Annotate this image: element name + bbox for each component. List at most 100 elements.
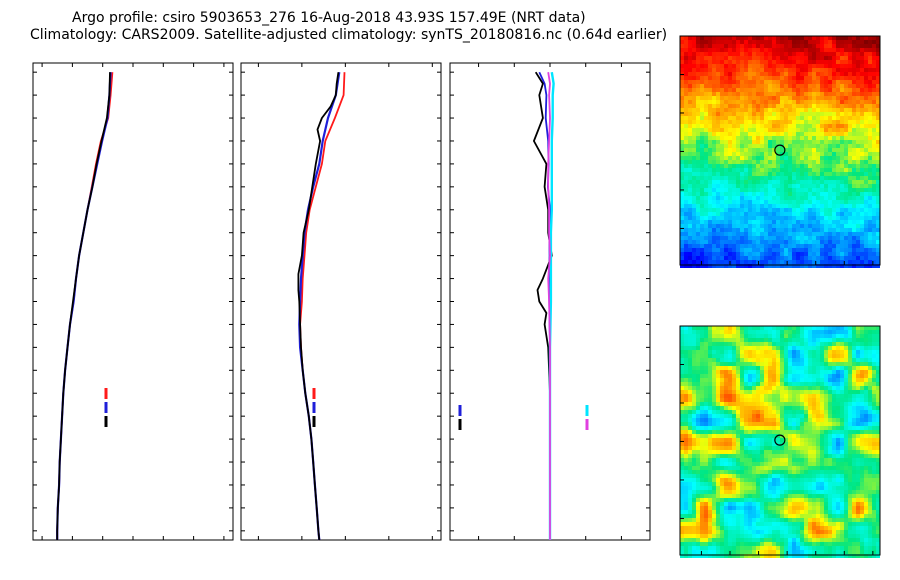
map-cell: [704, 124, 708, 128]
map-cell: [700, 410, 704, 414]
map-cell: [848, 116, 852, 120]
map-cell: [828, 370, 832, 374]
map-cell: [732, 232, 736, 236]
map-cell: [700, 260, 704, 264]
map-cell: [812, 398, 816, 402]
map-cell: [784, 152, 788, 156]
map-cell: [724, 164, 728, 168]
map-cell: [856, 152, 860, 156]
map-cell: [792, 362, 796, 366]
map-cell: [832, 398, 836, 402]
map-cell: [736, 334, 740, 338]
map-cell: [768, 330, 772, 334]
map-cell: [836, 48, 840, 52]
map-cell: [868, 450, 872, 454]
map-cell: [784, 40, 788, 44]
map-cell: [708, 120, 712, 124]
map-cell: [808, 72, 812, 76]
map-cell: [836, 168, 840, 172]
map-cell: [824, 212, 828, 216]
map-cell: [740, 52, 744, 56]
map-cell: [808, 104, 812, 108]
map-cell: [680, 458, 684, 462]
map-cell: [856, 374, 860, 378]
map-cell: [784, 136, 788, 140]
map-cell: [716, 92, 720, 96]
map-cell: [740, 450, 744, 454]
map-cell: [700, 80, 704, 84]
map-cell: [788, 112, 792, 116]
map-cell: [700, 402, 704, 406]
map-cell: [852, 374, 856, 378]
map-cell: [724, 108, 728, 112]
map-cell: [708, 240, 712, 244]
map-cell: [724, 358, 728, 362]
map-cell: [852, 148, 856, 152]
map-cell: [692, 100, 696, 104]
map-cell: [752, 156, 756, 160]
map-cell: [784, 220, 788, 224]
map-cell: [856, 88, 860, 92]
map-cell: [792, 374, 796, 378]
map-cell: [816, 108, 820, 112]
map-cell: [808, 224, 812, 228]
map-cell: [760, 446, 764, 450]
map-cell: [716, 406, 720, 410]
map-cell: [720, 60, 724, 64]
map-cell: [868, 144, 872, 148]
map-cell: [764, 260, 768, 264]
map-cell: [688, 334, 692, 338]
map-cell: [688, 390, 692, 394]
map-cell: [760, 470, 764, 474]
map-cell: [724, 326, 728, 330]
map-cell: [816, 140, 820, 144]
map-cell: [756, 346, 760, 350]
map-cell: [692, 216, 696, 220]
map-cell: [860, 366, 864, 370]
map-cell: [760, 96, 764, 100]
map-cell: [788, 346, 792, 350]
map-cell: [680, 422, 684, 426]
map-cell: [848, 40, 852, 44]
map-cell: [860, 52, 864, 56]
map-cell: [816, 188, 820, 192]
map-cell: [784, 36, 788, 40]
map-cell: [708, 40, 712, 44]
map-cell: [816, 334, 820, 338]
map-cell: [820, 156, 824, 160]
map-cell: [820, 128, 824, 132]
map-cell: [796, 382, 800, 386]
map-cell: [788, 414, 792, 418]
map-cell: [692, 44, 696, 48]
map-cell: [848, 64, 852, 68]
map-cell: [776, 326, 780, 330]
map-cell: [780, 116, 784, 120]
map-cell: [732, 92, 736, 96]
map-cell: [760, 224, 764, 228]
map-cell: [848, 390, 852, 394]
map-cell: [704, 422, 708, 426]
map-cell: [700, 48, 704, 52]
map-cell: [840, 180, 844, 184]
map-cell: [740, 152, 744, 156]
map-cell: [688, 256, 692, 260]
map-cell: [752, 192, 756, 196]
map-cell: [724, 88, 728, 92]
map-cell: [872, 430, 876, 434]
map-cell: [836, 40, 840, 44]
map-cell: [712, 470, 716, 474]
map-cell: [844, 236, 848, 240]
map-cell: [876, 44, 880, 48]
map-cell: [720, 220, 724, 224]
map-cell: [736, 386, 740, 390]
map-cell: [824, 442, 828, 446]
map-cell: [756, 240, 760, 244]
map-cell: [704, 446, 708, 450]
map-cell: [848, 120, 852, 124]
map-cell: [816, 128, 820, 132]
map-cell: [808, 92, 812, 96]
map-cell: [688, 136, 692, 140]
map-cell: [752, 40, 756, 44]
map-cell: [736, 216, 740, 220]
map-cell: [704, 346, 708, 350]
